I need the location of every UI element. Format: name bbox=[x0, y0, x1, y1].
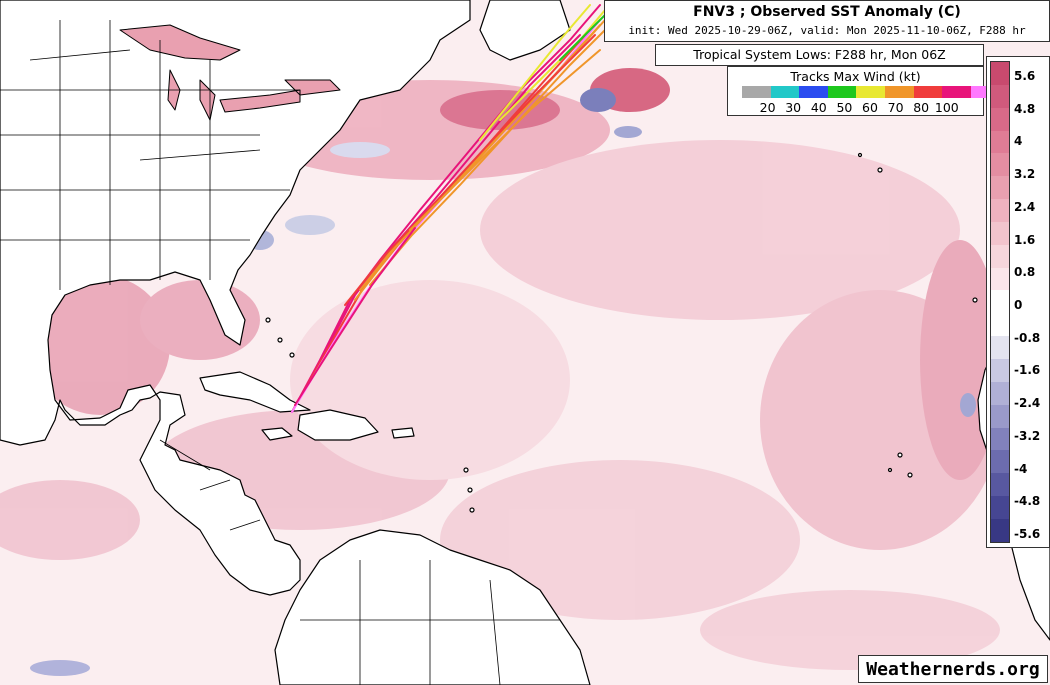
colorbar-cell bbox=[991, 404, 1009, 428]
track-legend-swatch bbox=[913, 86, 943, 98]
track-legend-labels: 20 30 40 50 60 70 80 100 bbox=[742, 100, 972, 115]
colorbar-tick-label: 3.2 bbox=[1014, 167, 1036, 182]
track-legend-swatches bbox=[742, 86, 1000, 98]
track-11 bbox=[559, 14, 606, 61]
colorbar-tick-label: -2.4 bbox=[1014, 396, 1041, 411]
map-subtitle: init: Wed 2025-10-29-06Z, valid: Mon 202… bbox=[628, 24, 1026, 37]
newfoundland bbox=[479, 0, 571, 61]
political-borders bbox=[0, 20, 560, 685]
track-legend-label: 30 bbox=[785, 100, 802, 115]
track-legend-swatch bbox=[827, 86, 857, 98]
track-legend-swatch bbox=[942, 86, 971, 98]
colorbar-tick-label: 0 bbox=[1014, 298, 1023, 312]
colorbar-cell bbox=[991, 221, 1009, 245]
colorbar-cell bbox=[991, 381, 1009, 405]
colorbar-cell bbox=[991, 176, 1009, 200]
track-9 bbox=[479, 4, 591, 141]
track-8 bbox=[344, 34, 596, 306]
track-12 bbox=[409, 49, 601, 231]
storm-tracks bbox=[291, 4, 606, 413]
colorbar-cell bbox=[991, 244, 1009, 268]
colorbar-cell bbox=[991, 336, 1009, 359]
track-legend-label: 40 bbox=[810, 100, 827, 115]
colorbar-cell bbox=[991, 496, 1009, 519]
track-1 bbox=[291, 4, 601, 413]
colorbar-tick-label: -0.8 bbox=[1014, 330, 1041, 345]
colorbar-cell bbox=[991, 107, 1009, 131]
colorbar-tick-label: -3.2 bbox=[1014, 428, 1041, 443]
track-legend-label: 100 bbox=[934, 100, 959, 115]
track-legend-swatch bbox=[856, 86, 885, 98]
colorbar-cell bbox=[991, 427, 1009, 451]
track-legend-title: Tracks Max Wind (kt) bbox=[790, 69, 921, 84]
track-legend-swatch bbox=[770, 86, 800, 98]
track-legend-swatch bbox=[799, 86, 828, 98]
track-6 bbox=[369, 29, 606, 286]
sst-anomaly-field bbox=[0, 68, 1000, 676]
colorbar-cell bbox=[991, 84, 1009, 108]
title-panel: FNV3 ; Observed SST Anomaly (C) init: We… bbox=[604, 0, 1050, 42]
colorbar-tick-label: -4 bbox=[1014, 461, 1028, 476]
track-legend-label: 70 bbox=[887, 100, 904, 115]
colorbar-cell bbox=[991, 199, 1009, 222]
track-legend-label: 20 bbox=[759, 100, 776, 115]
colorbar-tick-label: 1.6 bbox=[1014, 232, 1036, 247]
colorbar-cell bbox=[991, 358, 1009, 382]
track-legend-label: 50 bbox=[836, 100, 853, 115]
colorbar-cell bbox=[991, 518, 1009, 542]
colorbar-tick-label: -4.8 bbox=[1014, 494, 1041, 509]
colorbar-tick-label: -1.6 bbox=[1014, 363, 1041, 378]
cuba bbox=[199, 371, 311, 413]
track-legend-swatch bbox=[884, 86, 914, 98]
hispaniola bbox=[297, 409, 379, 441]
puerto-rico bbox=[391, 427, 415, 439]
colorbar-tick-label: 5.6 bbox=[1014, 69, 1036, 83]
north-america bbox=[0, 0, 471, 596]
brand-watermark[interactable]: Weathernerds.org bbox=[858, 655, 1048, 683]
track-legend-swatch bbox=[742, 86, 771, 98]
track-legend-label: 60 bbox=[862, 100, 878, 115]
colorbar-tick-label: 4 bbox=[1014, 134, 1023, 149]
colorbar-strip bbox=[990, 61, 1010, 543]
colorbar-cell bbox=[991, 267, 1009, 291]
colorbar-cell bbox=[991, 62, 1009, 85]
track-wind-legend: Tracks Max Wind (kt) 20 30 40 50 60 70 80 100 bbox=[727, 66, 1000, 116]
jamaica bbox=[261, 427, 293, 441]
colorbar-tick-label: 4.8 bbox=[1014, 101, 1036, 116]
colorbar-cell bbox=[991, 130, 1009, 154]
tropical-lows-label: Tropical System Lows: F288 hr, Mon 06Z bbox=[655, 44, 984, 66]
colorbar-tick-label: 2.4 bbox=[1014, 199, 1036, 214]
colorbar-cell bbox=[991, 473, 1009, 497]
colorbar-cell bbox=[991, 290, 1009, 314]
track-legend-label: 80 bbox=[913, 100, 930, 115]
colorbar-cell bbox=[991, 153, 1009, 177]
map-title: FNV3 ; Observed SST Anomaly (C) bbox=[693, 4, 961, 20]
colorbar-tick-label: 0.8 bbox=[1014, 265, 1036, 280]
south-america bbox=[274, 529, 591, 685]
sst-colorbar: 5.6 4.8 4 3.2 2.4 1.6 0.8 0 -0.8 -1.6 -2.4 -3.2 -4 -4… bbox=[986, 56, 1050, 548]
colorbar-tick-label: -5.6 bbox=[1014, 527, 1041, 541]
colorbar-cell bbox=[991, 313, 1009, 337]
track-13 bbox=[294, 227, 416, 406]
colorbar-cell bbox=[991, 450, 1009, 474]
